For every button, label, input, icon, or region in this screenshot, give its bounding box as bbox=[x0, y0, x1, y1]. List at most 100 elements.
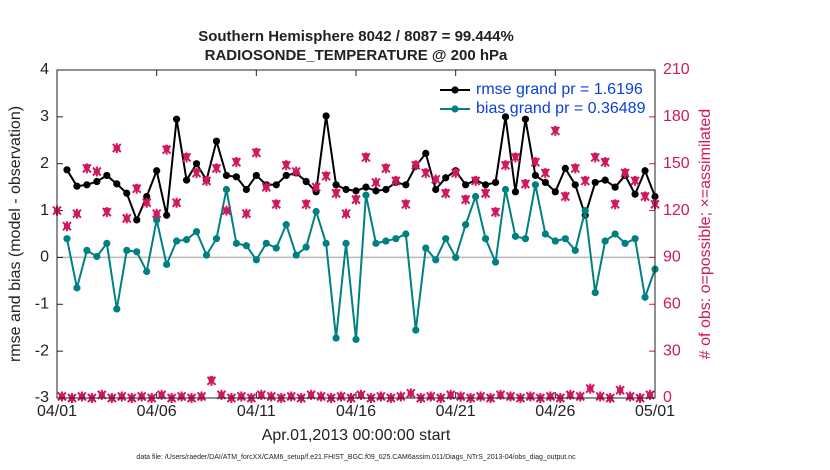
chart-title: Southern Hemisphere 8042 / 8087 = 99.444… bbox=[198, 28, 514, 45]
assimilated-obs-marker bbox=[381, 163, 391, 174]
assimilated-obs-marker bbox=[191, 168, 202, 179]
assimilated-obs-marker bbox=[62, 221, 72, 232]
series-marker bbox=[641, 167, 649, 175]
assimilated-obs-marker bbox=[77, 391, 87, 402]
series-marker bbox=[83, 181, 91, 189]
assimilated-obs-marker bbox=[286, 391, 296, 402]
y-tick-label: -1 bbox=[35, 296, 49, 313]
y-tick-label: -2 bbox=[35, 342, 49, 359]
series-marker bbox=[242, 242, 250, 250]
y-tick-label: 2 bbox=[40, 155, 49, 172]
assimilated-obs-marker bbox=[231, 157, 242, 168]
y-tick-label: 3 bbox=[40, 108, 49, 125]
assimilated-obs-marker bbox=[316, 391, 326, 402]
series-marker bbox=[73, 284, 81, 292]
series-marker bbox=[491, 258, 500, 266]
series-marker bbox=[63, 235, 71, 243]
y2-tick-label: 120 bbox=[663, 202, 690, 219]
x-tick-label: 04/06 bbox=[137, 403, 177, 420]
series-marker bbox=[362, 183, 370, 191]
series-marker bbox=[93, 252, 101, 261]
series-marker bbox=[282, 221, 290, 229]
assimilated-obs-marker bbox=[206, 375, 217, 386]
y-tick-label: 0 bbox=[40, 249, 49, 266]
y2-tick-label: 210 bbox=[663, 61, 690, 78]
x-tick-label: 04/01 bbox=[37, 403, 77, 420]
assimilated-obs-marker bbox=[181, 152, 192, 163]
assimilated-obs-marker bbox=[580, 175, 590, 186]
assimilated-obs-marker bbox=[361, 152, 371, 163]
assimilated-obs-marker bbox=[251, 147, 262, 158]
x-tick-label: 04/26 bbox=[535, 403, 575, 420]
series-marker bbox=[491, 178, 500, 187]
series-marker bbox=[472, 192, 480, 201]
assimilated-obs-marker bbox=[475, 391, 486, 402]
assimilated-obs-marker bbox=[117, 391, 127, 402]
y2-tick-label: 60 bbox=[663, 296, 681, 313]
legend-label: rmse grand pr = 1.6196 bbox=[476, 81, 643, 98]
series-marker bbox=[83, 246, 91, 254]
assimilated-obs-marker bbox=[406, 388, 416, 399]
assimilated-obs-marker bbox=[331, 188, 341, 199]
assimilated-obs-marker bbox=[82, 163, 92, 174]
legend-marker bbox=[451, 86, 459, 94]
legend: rmse grand pr = 1.6196 bias grand pr = 0.… bbox=[440, 81, 646, 117]
series-marker bbox=[153, 167, 161, 175]
assimilated-obs-marker bbox=[301, 199, 311, 210]
assimilated-obs-marker bbox=[455, 391, 466, 402]
series-marker bbox=[501, 185, 510, 194]
series-marker bbox=[481, 181, 490, 189]
legend-marker bbox=[451, 105, 459, 113]
series-marker bbox=[392, 235, 400, 243]
series-marker bbox=[252, 171, 260, 180]
series-marker bbox=[192, 160, 201, 168]
assimilated-obs-marker bbox=[630, 175, 640, 186]
assimilated-obs-marker bbox=[585, 383, 595, 394]
series-marker bbox=[143, 267, 151, 276]
series-marker bbox=[571, 246, 579, 254]
series-marker bbox=[113, 180, 121, 188]
assimilated-obs-marker bbox=[196, 391, 207, 402]
series-marker bbox=[133, 216, 141, 224]
series-marker bbox=[352, 335, 360, 344]
series-marker bbox=[342, 239, 350, 247]
chart-subtitle: RADIOSONDE_TEMPERATURE @ 200 hPa bbox=[205, 47, 508, 64]
series-marker bbox=[432, 185, 440, 194]
series-marker bbox=[541, 230, 549, 238]
series-marker bbox=[163, 211, 171, 219]
assimilated-obs-marker bbox=[615, 385, 625, 396]
assimilated-obs-marker bbox=[137, 391, 147, 402]
assimilated-obs-marker bbox=[371, 177, 381, 188]
y2-axis-label: # of obs: o=possible; ×=assimilated bbox=[697, 109, 714, 359]
assimilated-obs-marker bbox=[480, 188, 491, 199]
series-marker bbox=[332, 181, 340, 189]
series-marker bbox=[402, 181, 410, 189]
assimilated-obs-marker bbox=[525, 391, 536, 402]
series-marker bbox=[372, 239, 380, 247]
series-marker bbox=[422, 244, 430, 252]
series-marker bbox=[452, 253, 460, 262]
series-marker bbox=[412, 326, 420, 334]
series-marker bbox=[631, 190, 639, 198]
series-marker bbox=[322, 239, 330, 247]
series-marker bbox=[591, 288, 599, 297]
assimilated-obs-marker bbox=[590, 152, 600, 163]
series-marker bbox=[212, 137, 221, 145]
assimilated-obs-marker bbox=[625, 391, 635, 402]
series-marker bbox=[173, 237, 181, 245]
series-marker bbox=[462, 221, 470, 229]
series-marker bbox=[641, 293, 649, 301]
assimilated-obs-marker bbox=[610, 199, 620, 210]
x-tick-label: 04/21 bbox=[436, 403, 476, 420]
assimilated-obs-marker bbox=[490, 207, 501, 218]
series-marker bbox=[511, 232, 520, 240]
series-line bbox=[66, 115, 656, 223]
series-marker bbox=[103, 239, 111, 247]
series-marker bbox=[272, 244, 280, 252]
series-marker bbox=[442, 174, 450, 182]
assimilated-obs-marker bbox=[595, 391, 605, 402]
series-marker bbox=[432, 256, 440, 264]
y2-tick-label: 30 bbox=[663, 342, 681, 359]
assimilated-obs-marker bbox=[321, 171, 331, 182]
